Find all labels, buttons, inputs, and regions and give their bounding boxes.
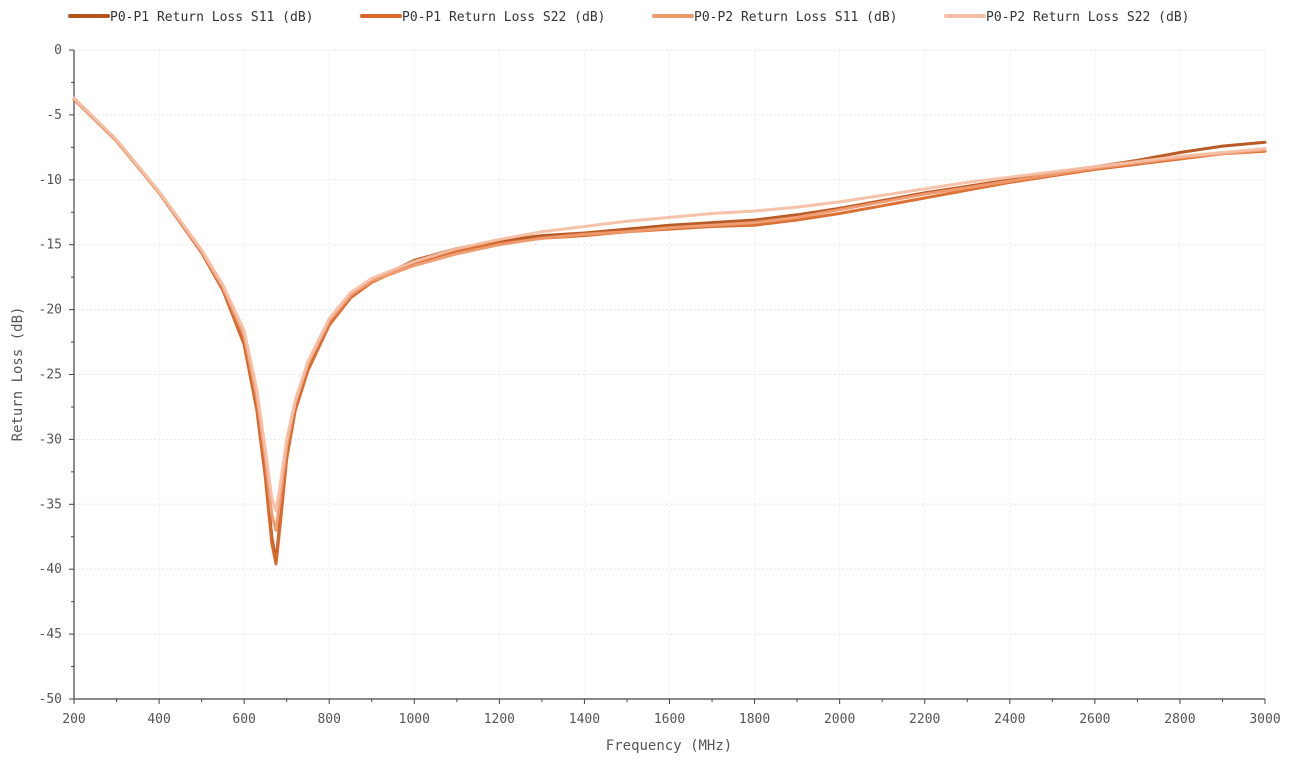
x-tick-label: 600 xyxy=(232,712,255,727)
x-tick-label: 2200 xyxy=(909,712,940,727)
x-tick-label: 1600 xyxy=(654,712,685,727)
x-tick-label: 1400 xyxy=(569,712,600,727)
x-tick-label: 400 xyxy=(147,712,170,727)
y-tick-label: -50 xyxy=(39,692,62,707)
y-tick-label: -10 xyxy=(39,173,62,188)
x-tick-label: 200 xyxy=(62,712,85,727)
y-tick-label: -15 xyxy=(39,238,62,253)
y-tick-label: -40 xyxy=(39,562,62,577)
y-tick-label: -45 xyxy=(39,627,62,642)
x-tick-label: 2800 xyxy=(1164,712,1195,727)
legend-label-4: P0-P2 Return Loss S22 (dB) xyxy=(986,10,1190,25)
x-tick-label: 1800 xyxy=(739,712,770,727)
x-axis-label: Frequency (MHz) xyxy=(606,738,732,754)
y-tick-label: -30 xyxy=(39,432,62,447)
legend-label-2: P0-P1 Return Loss S22 (dB) xyxy=(402,10,606,25)
legend-label-3: P0-P2 Return Loss S11 (dB) xyxy=(694,10,898,25)
y-tick-label: -35 xyxy=(39,497,62,512)
y-tick-label: 0 xyxy=(54,43,62,58)
series-line-4 xyxy=(72,96,1267,513)
x-tick-label: 1000 xyxy=(399,712,430,727)
x-tick-label: 800 xyxy=(317,712,340,727)
x-tick-label: 3000 xyxy=(1249,712,1280,727)
y-tick-label: -25 xyxy=(39,368,62,383)
y-axis-label: Return Loss (dB) xyxy=(10,307,26,442)
x-tick-label: 2000 xyxy=(824,712,855,727)
x-tick-label: 2600 xyxy=(1079,712,1110,727)
grid xyxy=(73,49,1266,700)
y-tick-label: -20 xyxy=(39,303,62,318)
x-tick-label: 1200 xyxy=(484,712,515,727)
legend: P0-P1 Return Loss S11 (dB) P0-P1 Return L… xyxy=(68,10,1190,25)
series-group xyxy=(72,96,1267,566)
legend-label-1: P0-P1 Return Loss S11 (dB) xyxy=(110,10,314,25)
y-tick-label: -5 xyxy=(46,108,62,123)
x-tick-label: 2400 xyxy=(994,712,1025,727)
